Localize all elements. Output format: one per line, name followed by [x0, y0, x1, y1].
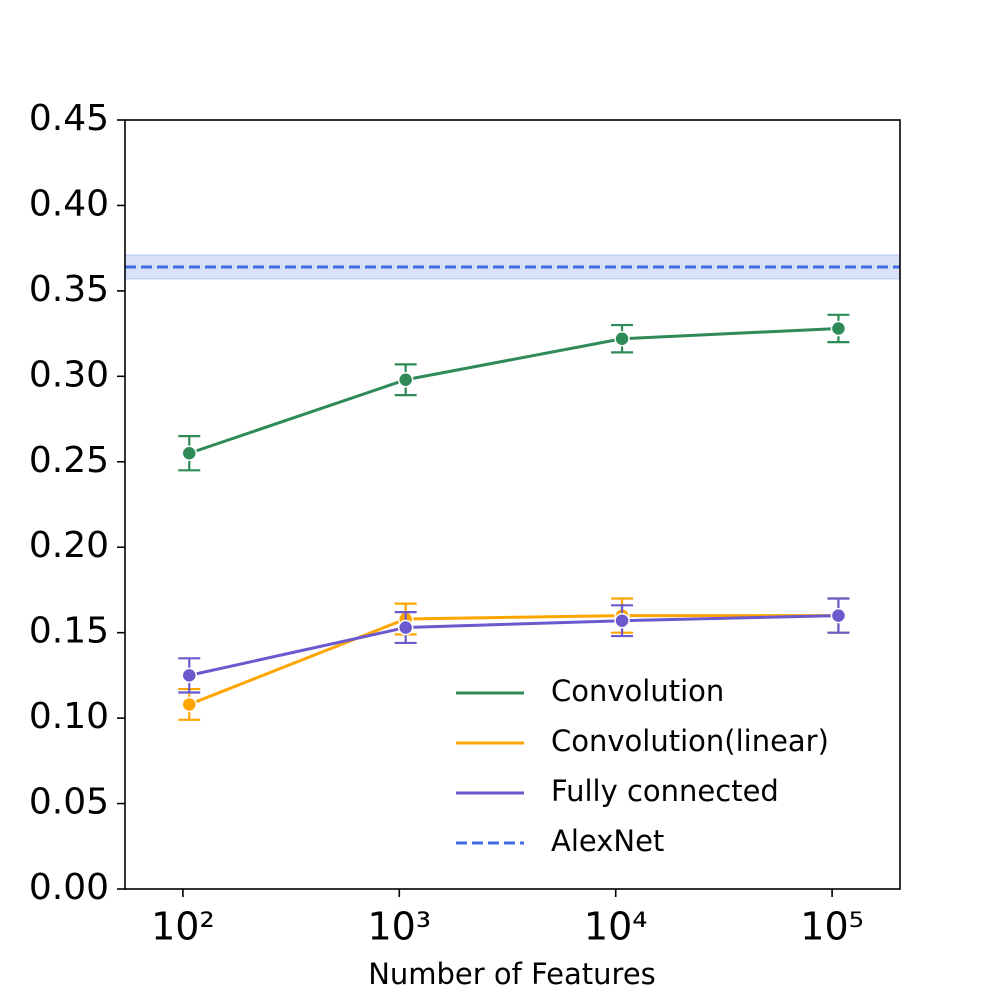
legend-label: AlexNet: [551, 824, 664, 858]
x-tick-label: 10⁵: [800, 905, 864, 949]
x-axis-label: Number of Features: [368, 957, 656, 991]
series-line: [188, 326, 839, 455]
data-point: [614, 330, 630, 347]
y-tick-label: 0.40: [29, 183, 109, 224]
data-point: [181, 445, 198, 461]
data-point: [830, 607, 847, 624]
data-point: [397, 619, 414, 636]
plot-frame: [124, 119, 901, 890]
y-tick-label: 0.35: [29, 269, 109, 310]
legend-label: Convolution(linear): [551, 724, 829, 758]
y-tick-label: 0.05: [29, 782, 109, 823]
x-tick-label: 10⁴: [584, 905, 648, 949]
series-line: [188, 614, 839, 706]
data-point: [397, 372, 414, 388]
x-tick-label: 10²: [151, 905, 215, 949]
y-tick-label: 0.45: [29, 98, 109, 139]
x-tick-label: 10³: [368, 905, 432, 949]
data-point: [830, 320, 847, 337]
legend-label: Fully connected: [551, 774, 779, 808]
y-tick-label: 0.30: [29, 354, 109, 395]
data-point: [181, 696, 198, 713]
series-line: [188, 614, 839, 677]
y-tick-label: 0.15: [29, 611, 109, 652]
data-point: [614, 612, 630, 629]
y-tick-label: 0.25: [29, 440, 109, 481]
data-point: [181, 667, 198, 684]
y-tick-label: 0.00: [29, 867, 109, 908]
y-tick-label: 0.20: [29, 525, 109, 566]
legend-label: Convolution: [551, 674, 724, 708]
y-tick-label: 0.10: [29, 696, 109, 737]
